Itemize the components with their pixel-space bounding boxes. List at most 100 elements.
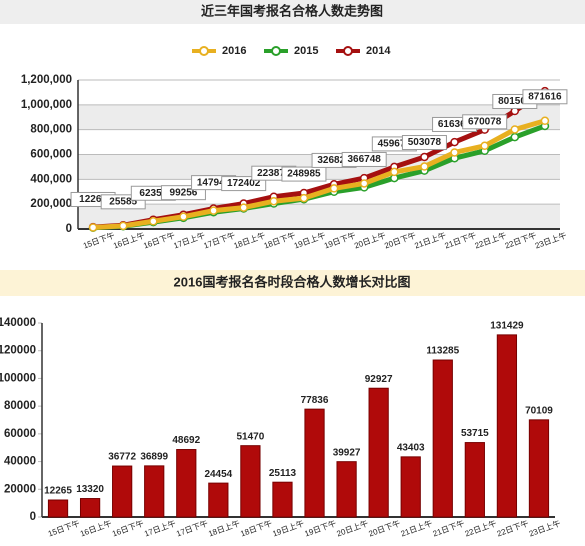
x-tick-label: 17日上午 — [143, 518, 177, 539]
value-label: 131429 — [490, 321, 524, 332]
value-label: 248985 — [287, 169, 321, 180]
x-tick-label: 16日下午 — [142, 230, 176, 251]
bar — [112, 465, 133, 518]
legend-marker — [271, 46, 281, 56]
series-line — [92, 118, 546, 230]
grid-band — [78, 204, 560, 229]
point — [450, 148, 459, 157]
value-label: 801507 — [498, 96, 532, 107]
value-label: 223872 — [257, 168, 291, 179]
y-tick-label: 600,000 — [30, 149, 72, 161]
value-label: 62357 — [139, 188, 167, 199]
value-label: 172402 — [227, 178, 261, 189]
x-tick-label: 22日上午 — [473, 230, 507, 251]
legend-label: 2014 — [366, 45, 391, 57]
y-tick-label: 140000 — [0, 317, 36, 329]
x-tick-label: 18日下午 — [262, 230, 296, 251]
value-label: 12265 — [79, 194, 107, 205]
value-label: 147948 — [197, 177, 231, 188]
y-tick-label: 800,000 — [30, 124, 72, 136]
value-label: 366748 — [348, 154, 382, 165]
point — [118, 221, 128, 231]
value-label: 12265 — [44, 486, 72, 497]
x-tick-label: 20日下午 — [367, 518, 401, 539]
y-tick-label: 120000 — [0, 345, 36, 357]
bar — [496, 334, 518, 518]
bar — [432, 359, 453, 518]
x-tick-label: 18日上午 — [232, 230, 266, 251]
value-label: 13320 — [76, 484, 104, 495]
x-tick-label: 20日上午 — [335, 518, 369, 539]
x-tick-label: 22日下午 — [503, 230, 537, 251]
x-tick-label: 17日下午 — [175, 518, 209, 539]
x-tick-label: 23日上午 — [527, 518, 561, 539]
point — [480, 141, 489, 151]
x-tick-label: 15日下午 — [82, 230, 116, 251]
x-tick-label: 19日上午 — [271, 518, 305, 539]
value-label-box — [462, 114, 508, 130]
x-tick-label: 21日上午 — [413, 230, 447, 251]
point — [329, 184, 339, 193]
y-tick-label: 400,000 — [30, 173, 72, 185]
legend-marker — [343, 46, 353, 56]
point — [209, 206, 218, 215]
point — [149, 217, 158, 226]
point — [239, 203, 248, 212]
bar — [368, 387, 389, 518]
x-tick-label: 21日上午 — [399, 518, 433, 539]
point — [269, 196, 279, 206]
x-tick-label: 15日下午 — [47, 518, 81, 539]
point — [420, 152, 429, 162]
bar — [528, 419, 550, 518]
bar — [272, 481, 293, 518]
y-tick-label: 100000 — [0, 372, 36, 384]
bar — [79, 498, 101, 518]
value-label-box — [341, 151, 387, 167]
point — [420, 162, 429, 171]
point — [88, 223, 98, 232]
point — [359, 179, 369, 188]
value-label: 670078 — [468, 116, 502, 127]
y-tick-label: 40000 — [4, 456, 36, 468]
value-label: 77836 — [301, 395, 329, 406]
chart-title: 2016国考报名各时段合格人数增长对比图 — [174, 274, 411, 289]
value-label: 871616 — [528, 91, 562, 102]
value-label: 39927 — [333, 447, 361, 458]
x-tick-label: 20日下午 — [383, 230, 417, 251]
bar — [464, 442, 485, 518]
value-label: 53715 — [461, 428, 489, 439]
x-tick-label: 21日下午 — [443, 230, 477, 251]
point — [540, 116, 550, 126]
x-tick-label: 17日上午 — [172, 230, 206, 251]
y-tick-label: 200,000 — [30, 198, 72, 210]
value-label: 43403 — [397, 442, 425, 453]
point — [390, 167, 399, 177]
x-tick-label: 19日下午 — [303, 518, 337, 539]
bar — [336, 461, 357, 518]
point — [450, 137, 459, 147]
x-tick-label: 21日下午 — [431, 518, 465, 539]
x-tick-label: 19日上午 — [292, 230, 326, 251]
x-tick-label: 22日上午 — [463, 518, 497, 539]
x-tick-label: 20日上午 — [353, 230, 387, 251]
value-label: 48692 — [172, 435, 200, 446]
x-tick-label: 16日上午 — [112, 230, 146, 251]
value-label: 616363 — [438, 119, 472, 130]
value-label-box — [522, 89, 568, 105]
x-tick-label: 23日上午 — [533, 230, 567, 251]
bar — [144, 465, 165, 518]
y-tick-label: 1,000,000 — [21, 99, 72, 111]
point — [179, 212, 188, 221]
bar — [304, 408, 325, 518]
x-tick-label: 16日上午 — [79, 518, 113, 539]
value-label: 113285 — [426, 346, 459, 357]
y-tick-label: 60000 — [4, 428, 36, 440]
value-label: 51470 — [237, 431, 265, 442]
chart-title: 近三年国考报名合格人数走势图 — [201, 3, 383, 18]
value-label: 36772 — [108, 452, 136, 463]
bar — [176, 449, 197, 518]
bar — [400, 456, 421, 518]
x-tick-label: 18日下午 — [239, 518, 273, 539]
y-tick-label: 0 — [66, 223, 72, 235]
value-label: 70109 — [525, 405, 553, 416]
